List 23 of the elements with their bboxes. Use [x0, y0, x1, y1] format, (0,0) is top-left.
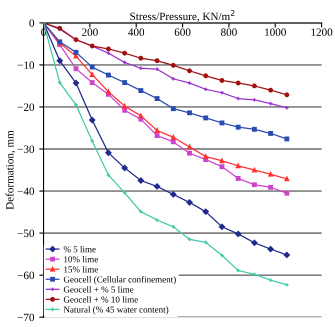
y-tick-label: 0	[29, 19, 34, 27]
y-tick-label: −50	[18, 230, 34, 238]
y-tick-label: −30	[18, 145, 34, 153]
x-tick-label: 200	[82, 28, 98, 36]
x-tick-label: 1200	[311, 28, 332, 36]
y-axis-title: Deformation, mm	[6, 130, 16, 210]
y-tick-label: −60	[18, 272, 34, 280]
legend-label: Geocell (Cellular confinement)	[64, 276, 176, 284]
legend-label: Geocell + % 5 lime	[64, 286, 134, 293]
legend-label: Geocell + % 10 lime	[64, 296, 138, 303]
x-tick-label: 1000	[265, 28, 286, 36]
y-tick-label: −40	[18, 188, 34, 196]
x-tick-label: 600	[174, 28, 190, 36]
y-tick-label: −20	[18, 103, 34, 111]
x-tick-label: 800	[221, 28, 237, 36]
legend-label: 10% lime	[64, 256, 98, 262]
y-tick-label: −70	[18, 314, 34, 322]
x-axis-title: Stress/Pressure, KN/m$^{2}$	[130, 10, 234, 22]
y-tick-label: −10	[18, 61, 34, 69]
legend-label: 15% lime	[64, 266, 98, 272]
legend-label: Natural (% 45 water content)	[64, 306, 168, 314]
x-tick-label: 400	[128, 28, 144, 36]
legend-label: % 5 lime	[64, 246, 96, 252]
